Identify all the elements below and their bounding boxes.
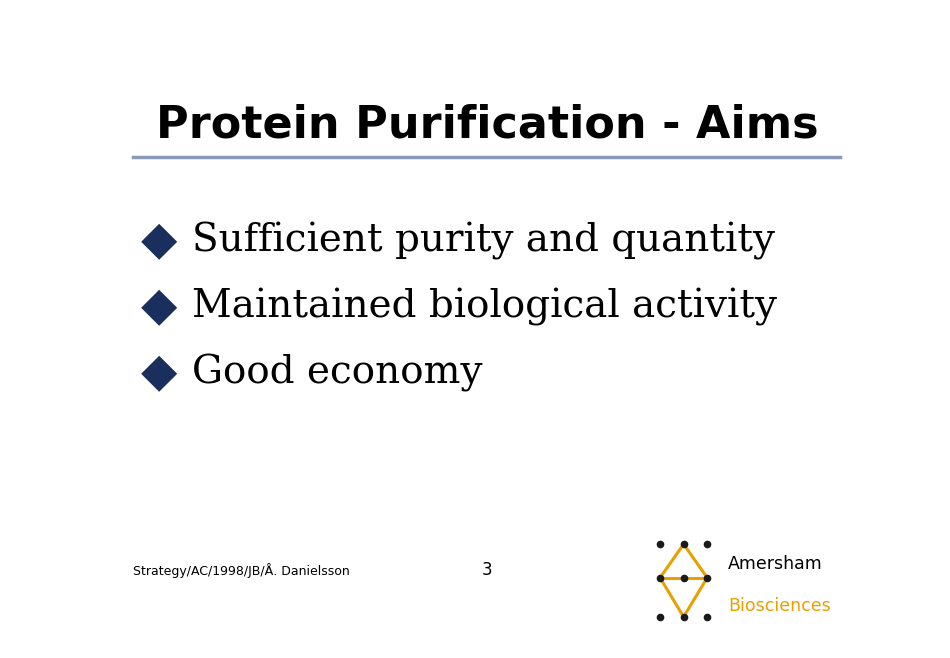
Text: ◆: ◆	[141, 284, 178, 330]
Text: 3: 3	[482, 561, 492, 580]
Text: Maintained biological activity: Maintained biological activity	[192, 288, 777, 326]
Text: Biosciences: Biosciences	[728, 597, 830, 615]
Text: Protein Purification - Aims: Protein Purification - Aims	[156, 103, 818, 146]
Text: ◆: ◆	[141, 218, 178, 264]
Text: Sufficient purity and quantity: Sufficient purity and quantity	[192, 222, 775, 260]
Text: Good economy: Good economy	[192, 354, 483, 392]
Text: Strategy/AC/1998/JB/Å. Danielsson: Strategy/AC/1998/JB/Å. Danielsson	[133, 563, 351, 578]
Text: ◆: ◆	[141, 350, 178, 395]
Text: Amersham: Amersham	[728, 555, 823, 572]
